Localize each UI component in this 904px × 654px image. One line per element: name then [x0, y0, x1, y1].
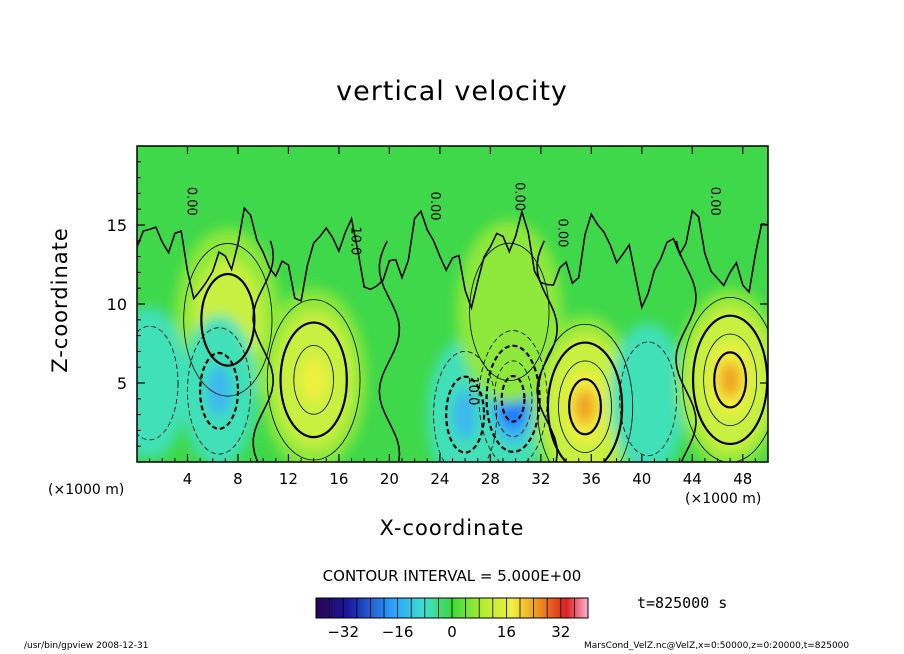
footer-program-date: /usr/bin/gpview 2008-12-31: [24, 641, 149, 651]
positive-contour-line: [183, 243, 273, 397]
contour-label: 10.0: [348, 226, 363, 255]
x-tick-label: 28: [481, 470, 500, 488]
x-tick-label: 24: [430, 470, 449, 488]
velocity-blob: [300, 356, 327, 403]
colorbar-frame: [315, 597, 589, 619]
negative-contour-line: [619, 341, 677, 457]
positive-contour-line: [558, 360, 612, 453]
velocity-blob: [574, 388, 596, 426]
y-axis-label: Z-coordinate: [48, 227, 72, 373]
contour-label: 0.00: [427, 192, 442, 221]
colorbar-tick-label: 16: [497, 623, 516, 641]
positive-contour-line: [546, 341, 624, 462]
negative-contour-line: [500, 374, 526, 423]
x-tick-label: 12: [279, 470, 298, 488]
positive-contour-line: [279, 321, 348, 439]
contour-label: 0.00: [183, 187, 198, 216]
footer-source: MarsCond_VelZ.nc@VelZ,x=0:50000,z=0:2000…: [584, 641, 850, 651]
colorbar-tick-label: −16: [382, 623, 414, 641]
positive-contour-line: [200, 272, 256, 367]
negative-contour-line: [137, 325, 179, 441]
x-axis-unit: (×1000 m): [685, 491, 762, 507]
contour-interval-text: CONTOUR INTERVAL = 5.000E+00: [322, 567, 582, 585]
y-tick-label: 10: [107, 295, 127, 314]
velocity-blob: [719, 361, 741, 399]
positive-contour-line: [682, 296, 768, 462]
colorbar-tick-label: 0: [447, 623, 457, 641]
colorbar-tick-label: 32: [551, 623, 570, 641]
x-tick-label: 16: [329, 470, 348, 488]
zero-contour-line: [536, 240, 559, 462]
negative-contour-line: [485, 344, 541, 453]
contour-label: 0.00: [707, 187, 722, 216]
velocity-blob: [206, 365, 232, 417]
positive-contour-line: [703, 333, 758, 427]
positive-contour-line: [568, 378, 603, 436]
contour-label: 10.0: [465, 376, 480, 405]
zero-contour-line: [378, 240, 401, 462]
x-tick-label: 48: [733, 470, 752, 488]
contour-label: 0.00: [555, 218, 570, 247]
positive-contour-line: [293, 345, 334, 415]
x-tick-label: 4: [183, 470, 193, 488]
negative-contour-line: [493, 360, 533, 438]
positive-contour-line: [469, 242, 550, 382]
negative-contour-line: [199, 351, 240, 430]
x-tick-label: 20: [380, 470, 399, 488]
zero-contour-line: [252, 240, 275, 462]
x-axis-label: X-coordinate: [379, 516, 525, 540]
chart-title: vertical velocity: [336, 76, 568, 107]
y-tick-label: 5: [117, 374, 127, 393]
velocity-blob: [137, 345, 169, 421]
velocity-blob: [452, 389, 478, 440]
colorbar-tick-label: −32: [327, 623, 359, 641]
negative-contour-line: [433, 351, 498, 462]
y-tick-label: 15: [107, 216, 127, 235]
positive-contour-line: [536, 323, 634, 462]
x-tick-label: 32: [531, 470, 550, 488]
x-tick-label: 44: [683, 470, 702, 488]
negative-contour-line: [445, 375, 486, 454]
x-tick-label: 36: [582, 470, 601, 488]
x-tick-label: 40: [632, 470, 651, 488]
time-label: t=825000 s: [637, 594, 728, 612]
velocity-blob: [482, 266, 536, 358]
zero-contour-line: [137, 206, 768, 311]
contour-label: 0.00: [512, 182, 527, 211]
velocity-blob: [629, 360, 668, 437]
x-tick-label: 8: [233, 470, 243, 488]
positive-contour-line: [691, 314, 768, 446]
negative-contour-line: [187, 327, 251, 455]
positive-contour-line: [713, 351, 748, 409]
zero-contour-line: [675, 240, 697, 462]
y-axis-unit: (×1000 m): [48, 482, 125, 498]
